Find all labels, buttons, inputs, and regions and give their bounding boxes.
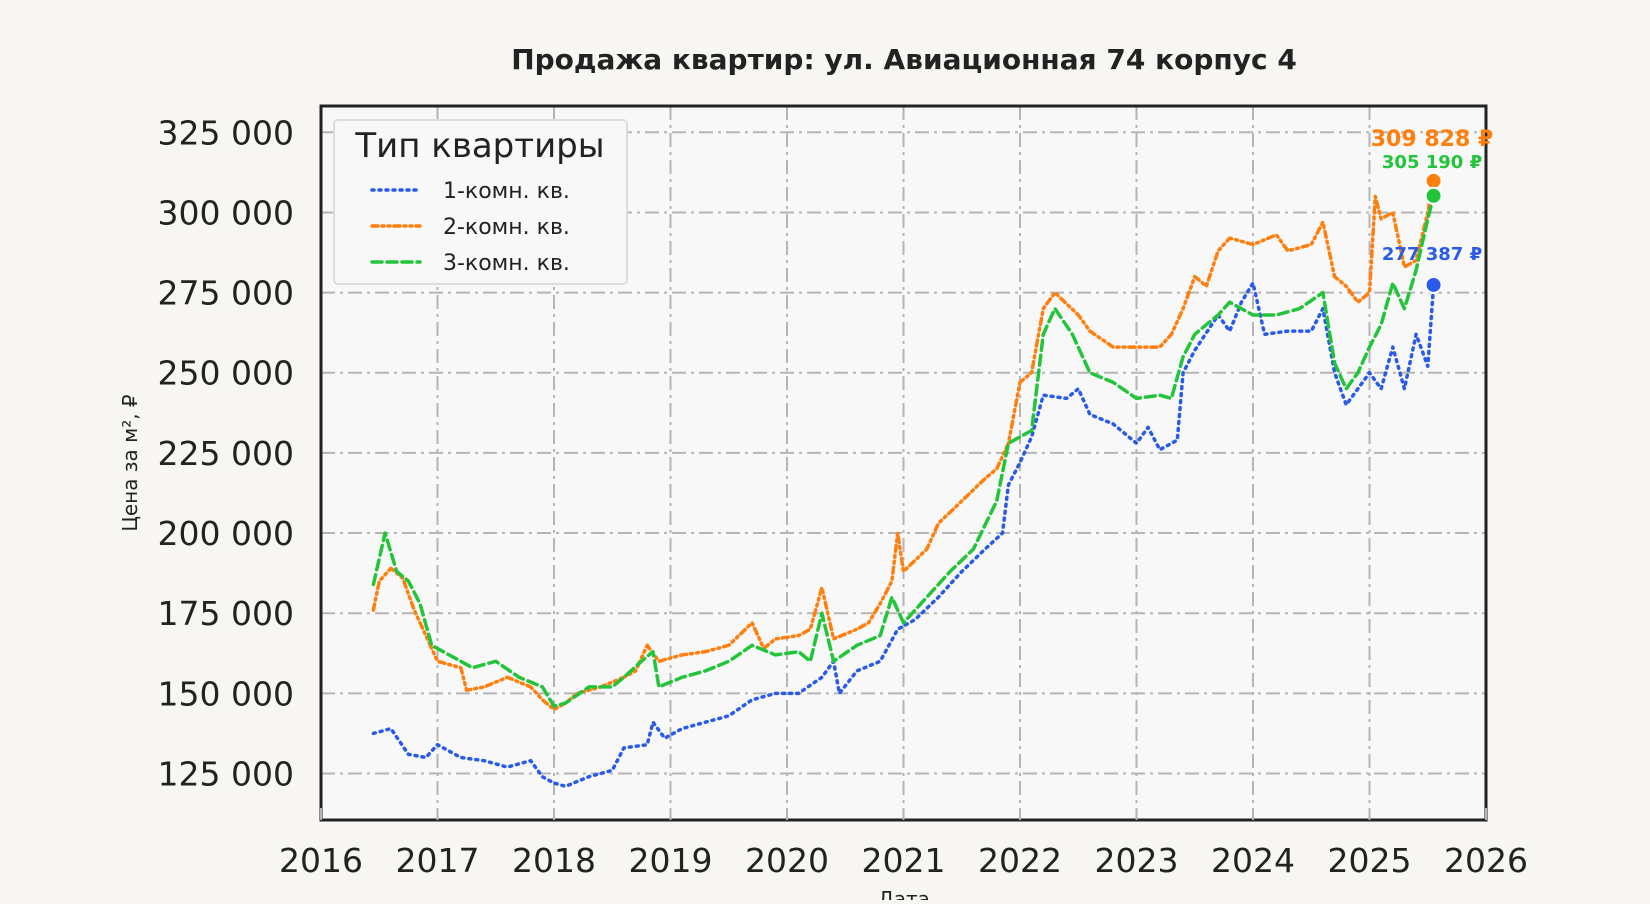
x-tick-label: 2025 — [1328, 841, 1412, 880]
last-point-marker — [1424, 275, 1443, 294]
x-tick-label: 2017 — [396, 841, 480, 880]
legend-title: Тип квартиры — [354, 126, 604, 166]
last-value-label: 277 387 ₽ — [1382, 244, 1482, 265]
series-line-2-room — [371, 179, 1436, 712]
series-line-1-room — [371, 281, 1436, 789]
last-point-marker — [1424, 171, 1443, 190]
y-tick-label: 125 000 — [158, 755, 294, 794]
y-tick-label: 225 000 — [158, 434, 294, 473]
x-tick-label: 2020 — [745, 841, 829, 880]
last-value-label: 305 190 ₽ — [1382, 152, 1482, 173]
y-axis-label: Цена за м², ₽ — [118, 394, 142, 532]
x-tick-label: 2024 — [1211, 841, 1295, 880]
y-axis: 125 000 150 000 175 000 200 000 225 000 250 0… — [158, 113, 294, 793]
x-tick-label: 2026 — [1444, 841, 1528, 880]
y-tick-label: 175 000 — [158, 594, 294, 633]
x-tick-label: 2021 — [862, 841, 946, 880]
x-tick-label: 2019 — [629, 841, 713, 880]
y-tick-label: 200 000 — [158, 514, 294, 553]
last-value-annotations: 277 387 ₽ 309 828 ₽305 190 ₽ — [1371, 127, 1493, 294]
y-tick-label: 300 000 — [158, 193, 294, 232]
x-axis-label: Дата — [878, 887, 930, 900]
series-line-3-room — [371, 194, 1436, 708]
legend: Тип квартиры 1-комн. кв. 2-комн. кв. 3-ком… — [333, 119, 628, 285]
legend-entry-label: 1-комн. кв. — [443, 179, 570, 204]
last-point-marker — [1424, 186, 1443, 205]
legend-entry-label: 2-комн. кв. — [443, 215, 570, 240]
y-tick-label: 150 000 — [158, 674, 294, 713]
series-lines — [371, 179, 1436, 789]
x-tick-label: 2022 — [978, 841, 1062, 880]
y-tick-label: 250 000 — [158, 354, 294, 393]
last-value-label: 309 828 ₽ — [1371, 127, 1493, 152]
chart-title: Продажа квартир: ул. Авиационная 74 корп… — [511, 43, 1297, 76]
x-axis: 2016 2017 2018 2019 2020 2021 2022 2023 2024 2025… — [279, 808, 1528, 880]
legend-entry-label: 3-комн. кв. — [443, 251, 570, 276]
x-tick-label: 2016 — [279, 841, 363, 880]
x-tick-label: 2023 — [1095, 841, 1179, 880]
x-tick-label: 2018 — [512, 841, 596, 880]
y-tick-label: 325 000 — [158, 113, 294, 152]
y-tick-label: 275 000 — [158, 274, 294, 313]
legend-box — [333, 119, 628, 285]
